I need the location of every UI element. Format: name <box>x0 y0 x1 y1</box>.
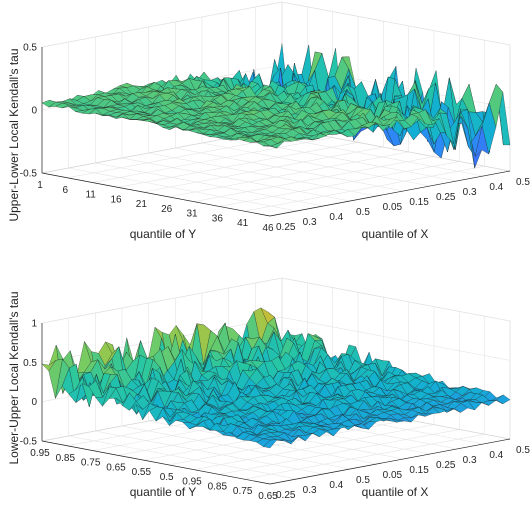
x-tick-label: 0.5 <box>356 207 370 218</box>
x-tick-label: 0.15 <box>409 197 429 208</box>
z-axis-label: Lower-Upper Local Kendall's tau <box>7 291 21 464</box>
z-tick-label: -0.5 <box>20 169 38 180</box>
y-tick-label: 31 <box>186 209 198 220</box>
x-tick-label: 0.25 <box>276 222 296 233</box>
y-tick-label: 0.75 <box>233 486 253 497</box>
y-tick-label: 21 <box>136 199 148 210</box>
y-axis-label: quantile of Y <box>130 485 197 499</box>
y-tick-label: 0.95 <box>30 448 50 459</box>
y-tick-label: 0.75 <box>81 458 101 469</box>
x-tick-label: 0.5 <box>356 475 370 486</box>
x-tick-label: 0.25 <box>436 460 456 471</box>
x-tick-label: 0.05 <box>383 202 403 213</box>
z-axis-label: Upper-Lower Local Kendall's tau <box>7 48 21 221</box>
z-grid-line <box>41 277 511 324</box>
x-axis-line <box>269 438 511 485</box>
upper-lower-surface-plot: 0.50-0.51 6 11 16 21 26 31 36 41 46 0.25 0.3 0.4 0.5 0… <box>7 1 530 241</box>
x-tick-label: 0.3 <box>463 187 477 198</box>
z-tick-label: 0.5 <box>23 358 37 369</box>
y-tick-label: 6 <box>63 185 69 196</box>
x-tick-label: 0.3 <box>303 485 317 496</box>
y-tick-label: 46 <box>262 223 274 234</box>
x-axis-label: quantile of X <box>362 227 429 241</box>
x-tick-label: 0.4 <box>329 212 343 223</box>
z-tick-label: -0.5 <box>20 437 38 448</box>
x-tick-label: 0.3 <box>303 217 317 228</box>
surface <box>41 307 511 449</box>
z-tick-label: 0 <box>31 106 37 117</box>
y-tick-label: 11 <box>85 190 96 201</box>
z-tick-label: 1 <box>31 319 37 330</box>
axes-lines <box>41 323 511 485</box>
y-tick-label: 36 <box>212 213 224 224</box>
y-axis-label: quantile of Y <box>130 227 197 241</box>
x-tick-label: 0.3 <box>463 455 477 466</box>
y-tick-label: 1 <box>37 180 43 191</box>
y-tick-label: 0.95 <box>182 477 202 488</box>
x-axis-label: quantile of X <box>362 485 429 499</box>
x-tick-label: 0.4 <box>329 480 343 491</box>
y-tick-label: 0.85 <box>56 453 76 464</box>
x-tick-label: 0.25 <box>276 490 296 501</box>
y-tick-label: 0.85 <box>208 481 228 492</box>
surface-patch <box>262 439 278 449</box>
surface-patch <box>263 145 278 149</box>
y-axis-line <box>41 172 271 217</box>
y-tick-label: 0.65 <box>258 491 278 502</box>
lower-upper-surface-plot: 10.50-0.50.95 0.85 0.75 0.65 0.55 0.5 0.95 0.85… <box>7 277 530 502</box>
y-tick-label: 16 <box>110 194 122 205</box>
surface <box>41 43 511 169</box>
axes-lines <box>41 47 511 217</box>
z-tick-label: 0 <box>31 397 37 408</box>
z-grid-line <box>41 1 511 48</box>
x-tick-label: 0.25 <box>436 192 456 203</box>
x-axis-line <box>269 170 511 217</box>
surface-patch <box>495 394 511 405</box>
x-tick-label: 0.15 <box>409 465 429 476</box>
y-tick-label: 0.55 <box>132 467 152 478</box>
y-axis-line <box>41 440 271 485</box>
z-tick-label: 0.5 <box>23 43 37 54</box>
x-tick-label: 0.4 <box>489 182 503 193</box>
x-tick-label: 0.05 <box>383 470 403 481</box>
y-tick-label: 41 <box>237 218 249 229</box>
y-tick-label: 0.65 <box>106 462 126 473</box>
x-tick-label: 0.4 <box>489 450 503 461</box>
y-tick-label: 0.5 <box>160 472 174 483</box>
y-tick-label: 26 <box>161 204 173 215</box>
x-tick-label: 0.5 <box>516 177 530 188</box>
x-tick-label: 0.5 <box>516 445 530 456</box>
